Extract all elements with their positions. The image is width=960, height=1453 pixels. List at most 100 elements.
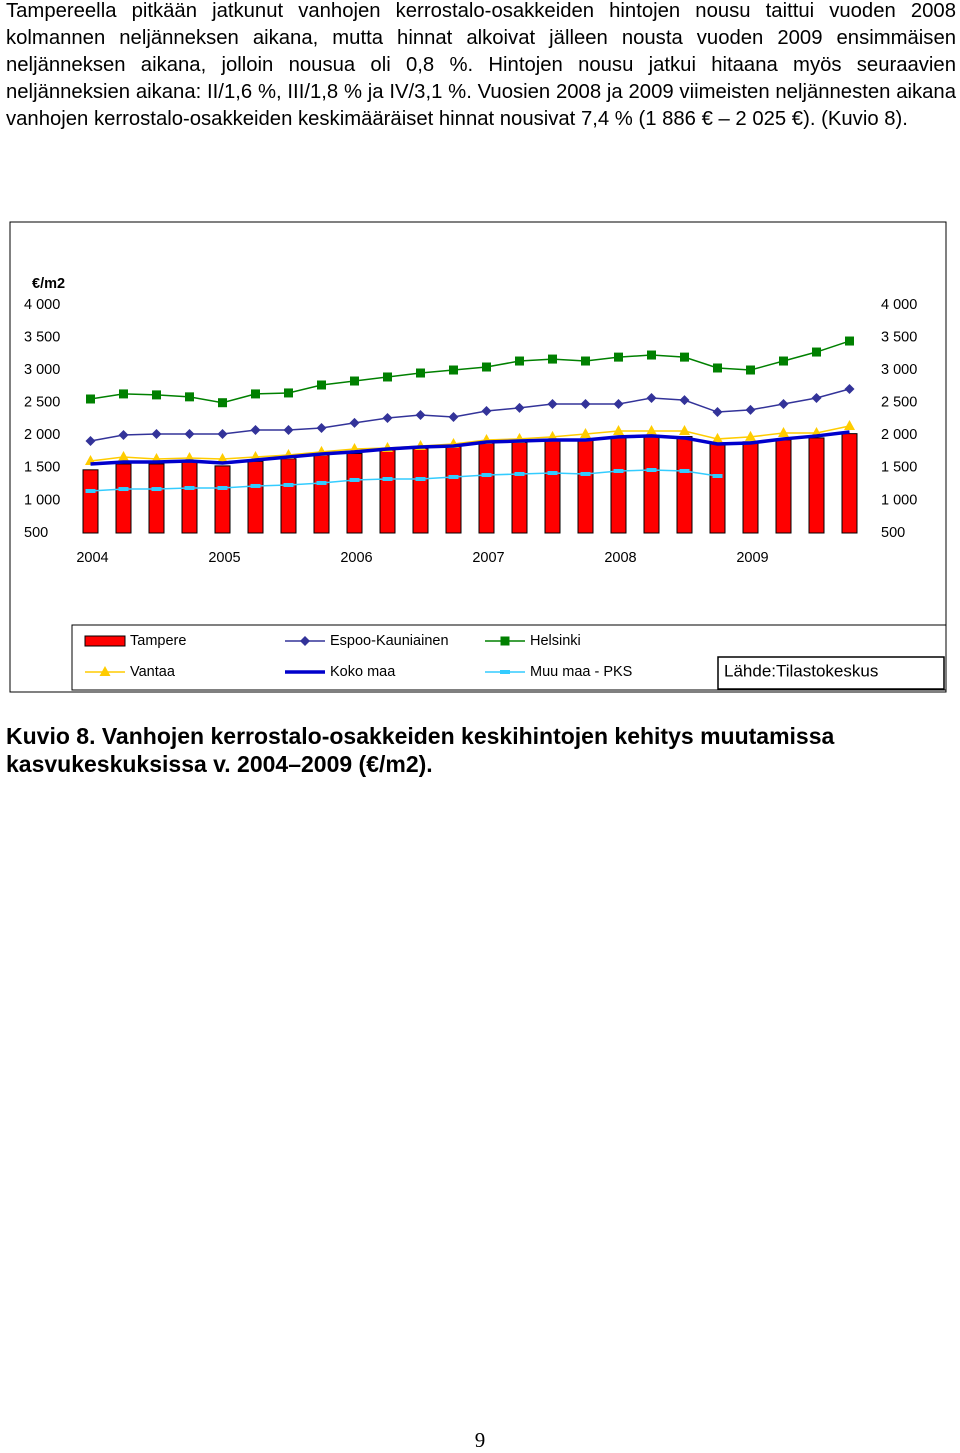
- y-tick-label: 1 500: [24, 460, 60, 476]
- marker: [382, 413, 393, 424]
- line: [90, 425, 850, 462]
- marker: [514, 402, 525, 413]
- body-text: Tampereella pitkään jatkunut vanhojen ke…: [6, 0, 956, 130]
- y-tick-label: 500: [24, 525, 48, 541]
- marker: [316, 480, 327, 485]
- bar: [709, 442, 726, 534]
- legend-label: Tampere: [130, 633, 186, 649]
- marker: [614, 352, 623, 362]
- marker: [646, 393, 657, 404]
- marker: [349, 477, 360, 482]
- marker: [514, 471, 525, 476]
- marker: [844, 419, 855, 430]
- x-tick-label: 2009: [736, 550, 768, 566]
- marker: [118, 487, 129, 492]
- marker: [581, 356, 590, 366]
- y-tick-label: 2 000: [24, 427, 60, 443]
- y2-tick-label: 2 000: [881, 427, 917, 443]
- marker: [184, 485, 195, 490]
- marker: [547, 471, 558, 476]
- marker: [844, 384, 855, 395]
- marker: [481, 473, 492, 478]
- marker: [250, 425, 261, 436]
- marker: [646, 424, 657, 435]
- marker: [713, 363, 722, 373]
- marker: [284, 388, 293, 398]
- legend-swatch: [500, 636, 510, 646]
- marker: [481, 405, 492, 416]
- marker: [119, 389, 128, 399]
- x-tick-label: 2004: [76, 550, 108, 566]
- bar: [808, 437, 825, 534]
- y-tick-label: 2 500: [24, 395, 60, 411]
- bar: [181, 461, 198, 534]
- marker: [449, 365, 458, 375]
- bar: [610, 437, 627, 534]
- marker: [845, 336, 854, 346]
- legend-swatch: [84, 635, 126, 647]
- marker: [317, 380, 326, 390]
- marker: [217, 452, 228, 463]
- marker: [118, 450, 129, 461]
- marker: [415, 476, 426, 481]
- x-tick-label: 2005: [208, 550, 240, 566]
- bar: [577, 438, 594, 534]
- bar: [313, 454, 330, 534]
- marker: [515, 356, 524, 366]
- marker: [613, 424, 624, 435]
- legend-swatch: [500, 670, 510, 674]
- bar: [511, 441, 528, 534]
- line: [90, 469, 718, 492]
- y2-tick-label: 4 000: [881, 297, 917, 313]
- line: [90, 430, 850, 466]
- x-tick-label: 2006: [340, 550, 372, 566]
- legend-label: Vantaa: [130, 664, 176, 680]
- source: Lähde:Tilastokeskus: [724, 661, 878, 680]
- bar: [775, 439, 792, 534]
- bar: [280, 458, 297, 534]
- marker: [86, 394, 95, 404]
- marker: [712, 432, 723, 443]
- bar: [841, 433, 858, 534]
- bar: [247, 460, 264, 534]
- marker: [283, 482, 294, 487]
- marker: [217, 428, 228, 439]
- marker: [580, 427, 591, 438]
- marker: [680, 352, 689, 362]
- chart: Lähde:Tilastokeskus €/m2 4 000 4 000 3 500…: [9, 221, 947, 693]
- marker: [85, 436, 96, 447]
- marker: [218, 398, 227, 408]
- bar: [643, 434, 660, 534]
- legend-swatch: [99, 666, 111, 676]
- legend-label: Helsinki: [530, 633, 581, 649]
- marker: [151, 428, 162, 439]
- chart-frame: [9, 221, 947, 693]
- page-number: 9: [474, 1428, 486, 1452]
- marker: [383, 372, 392, 382]
- bar: [214, 465, 231, 534]
- source-box: [717, 656, 945, 690]
- marker: [746, 365, 755, 375]
- marker: [151, 487, 162, 492]
- marker: [251, 389, 260, 399]
- marker: [350, 376, 359, 386]
- marker: [349, 417, 360, 428]
- bar: [478, 442, 495, 534]
- bar: [445, 445, 462, 534]
- marker: [85, 488, 96, 493]
- marker: [679, 395, 690, 406]
- bar: [148, 463, 165, 534]
- marker: [316, 422, 327, 433]
- y-tick-label: 3 500: [24, 329, 60, 345]
- marker: [382, 476, 393, 481]
- caption: Kuvio 8. Vanhojen kerrostalo-osakkeiden …: [6, 723, 835, 777]
- legend-label: Koko maa: [330, 664, 396, 680]
- legend-label: Espoo-Kauniainen: [330, 633, 449, 649]
- y2-tick-label: 1 000: [881, 492, 917, 508]
- marker: [811, 393, 822, 404]
- marker: [283, 425, 294, 436]
- y-tick-label: 3 000: [24, 362, 60, 378]
- bar: [544, 439, 561, 534]
- marker: [118, 430, 129, 441]
